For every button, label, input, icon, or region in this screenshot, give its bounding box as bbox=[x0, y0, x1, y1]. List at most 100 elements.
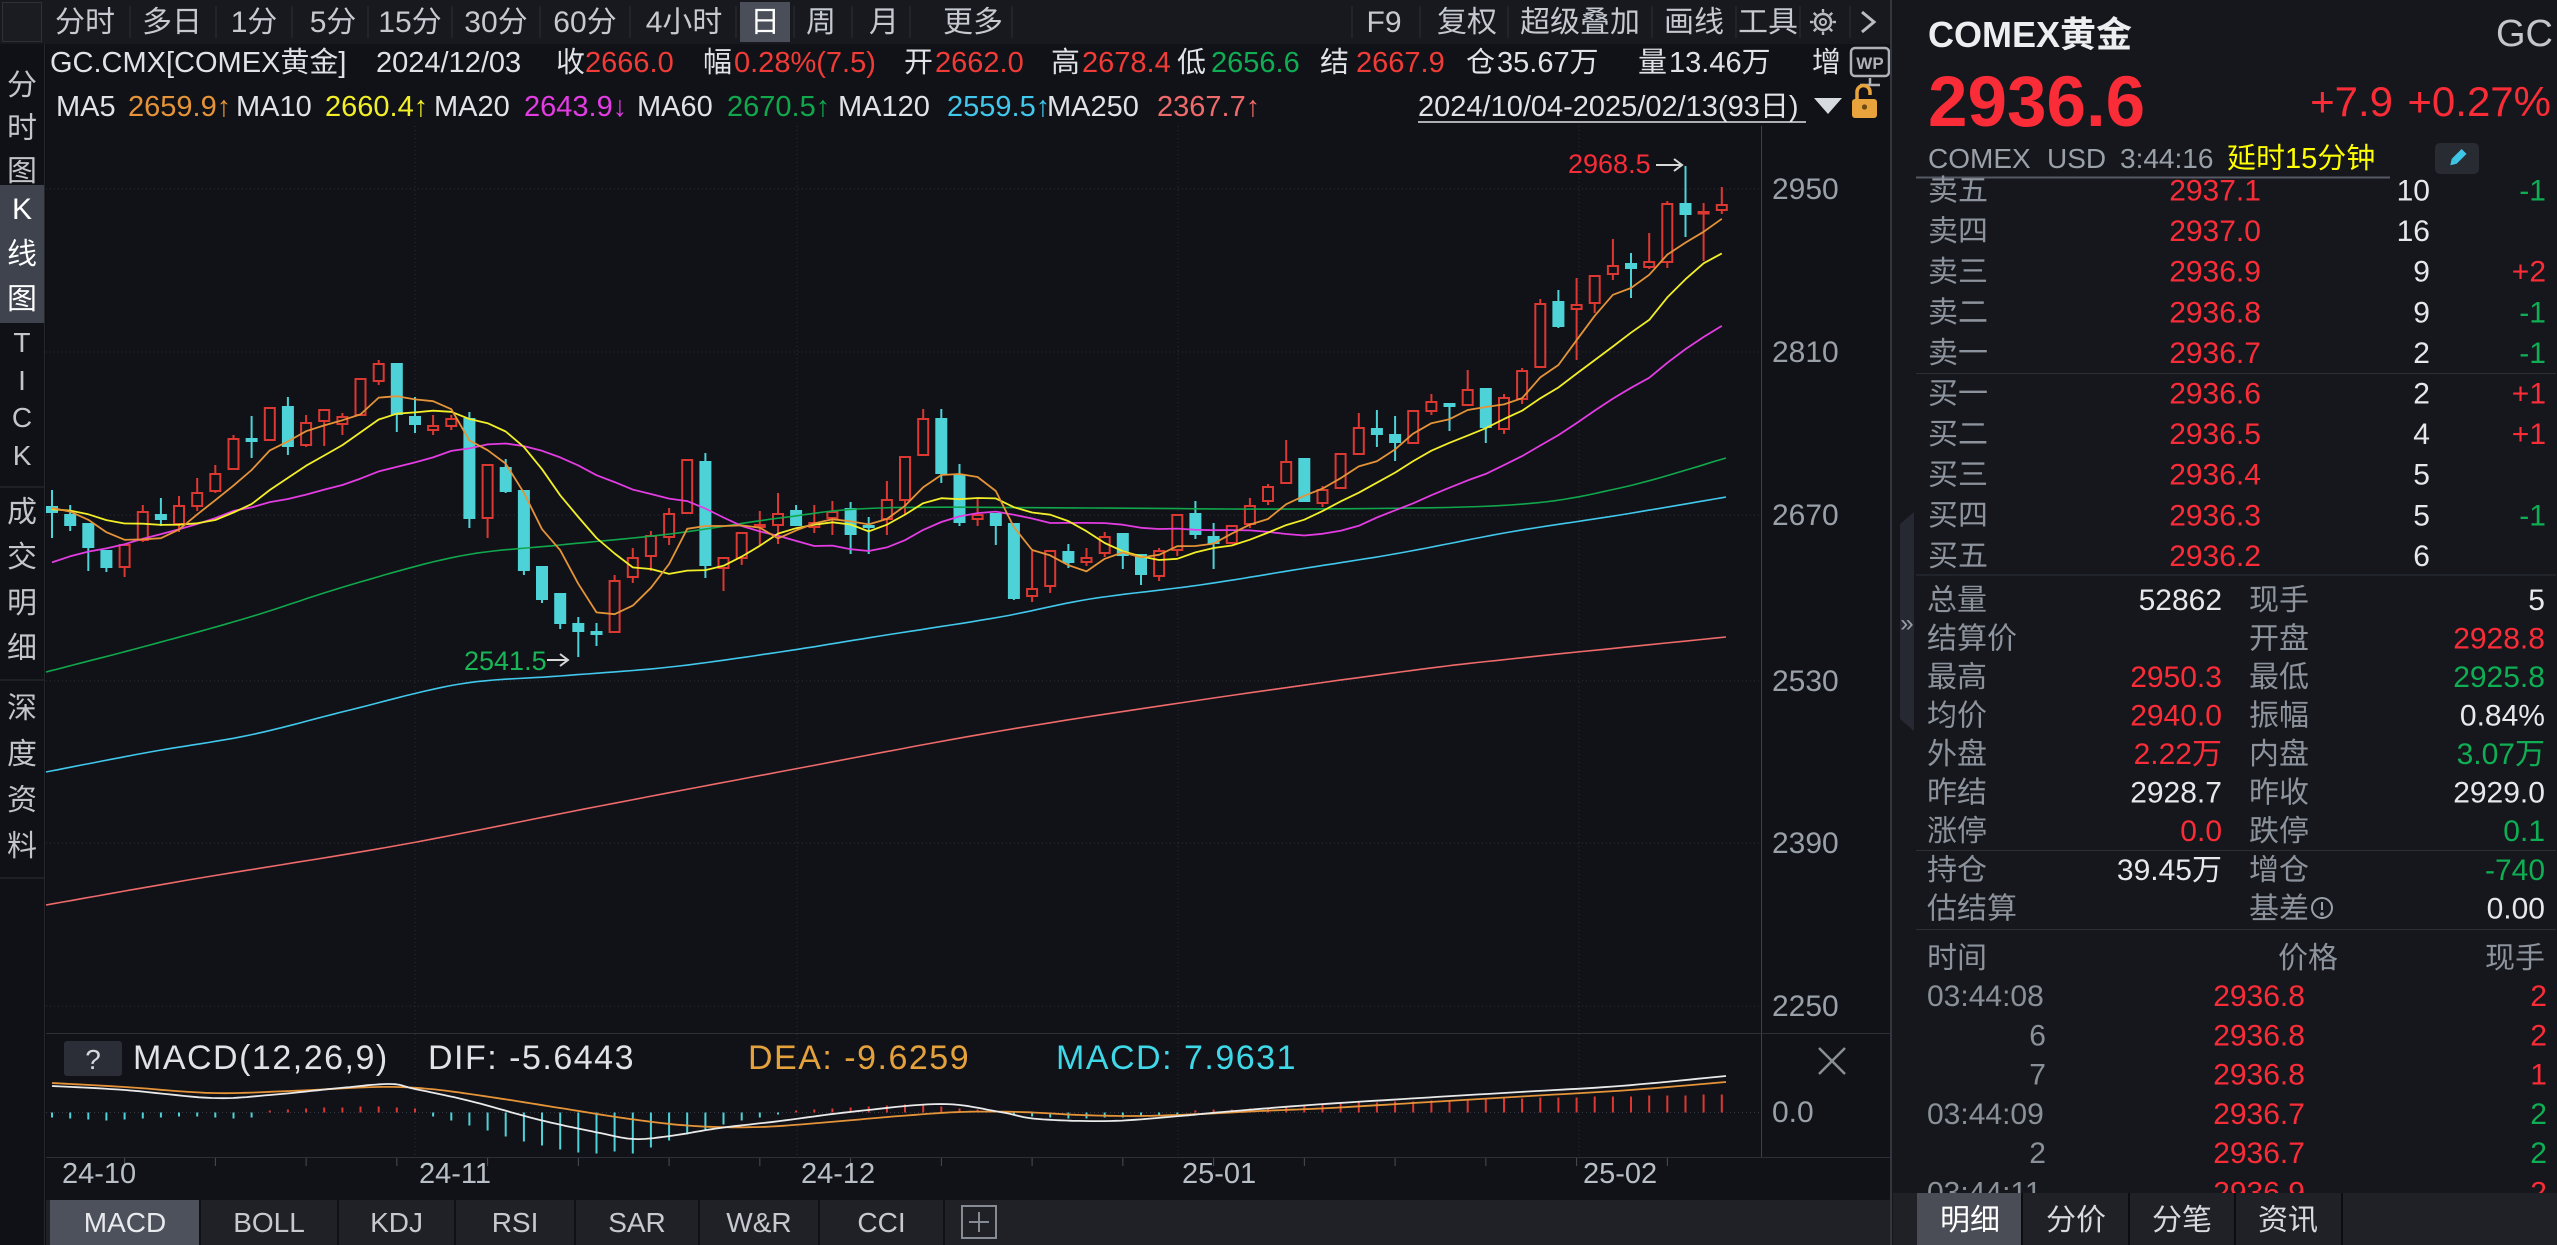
svg-text:+2: +2 bbox=[2512, 256, 2546, 289]
svg-text:2936.4: 2936.4 bbox=[2169, 459, 2261, 492]
svg-text:2: 2 bbox=[2413, 337, 2430, 370]
svg-text:2678.4: 2678.4 bbox=[1082, 47, 1171, 79]
svg-text:2925.8: 2925.8 bbox=[2453, 661, 2545, 694]
svg-text:): ) bbox=[1789, 91, 1799, 123]
svg-text:2667.9: 2667.9 bbox=[1356, 47, 1445, 79]
svg-text:2936.7: 2936.7 bbox=[2213, 1098, 2305, 1131]
svg-text:3:44:16: 3:44:16 bbox=[2120, 143, 2213, 174]
svg-text:GC.CMX[COMEX: GC.CMX[COMEX bbox=[50, 47, 280, 79]
svg-text:T: T bbox=[13, 327, 30, 358]
svg-text:2936.7: 2936.7 bbox=[2213, 1137, 2305, 1170]
svg-text:2659.9↑: 2659.9↑ bbox=[128, 91, 231, 123]
svg-text:4: 4 bbox=[646, 6, 663, 39]
svg-text:?: ? bbox=[85, 1044, 101, 1075]
svg-text:1: 1 bbox=[2530, 1059, 2547, 1092]
svg-text:WP: WP bbox=[1856, 54, 1883, 73]
svg-text:MACD: 7.9631: MACD: 7.9631 bbox=[1056, 1039, 1297, 1077]
svg-text:2936.5: 2936.5 bbox=[2169, 418, 2261, 451]
svg-text:MACD(12,26,9): MACD(12,26,9) bbox=[133, 1039, 389, 1077]
svg-text:5: 5 bbox=[310, 6, 327, 39]
svg-text:2: 2 bbox=[2530, 1098, 2547, 1131]
svg-text:2367.7↑: 2367.7↑ bbox=[1157, 91, 1260, 123]
svg-text:7: 7 bbox=[2029, 1059, 2046, 1092]
svg-text:K: K bbox=[13, 440, 32, 471]
svg-text:DEA: -9.6259: DEA: -9.6259 bbox=[748, 1039, 970, 1077]
svg-text:2: 2 bbox=[2530, 1137, 2547, 1170]
svg-text:2541.5: 2541.5 bbox=[464, 646, 547, 676]
svg-text:30: 30 bbox=[464, 6, 497, 39]
svg-text:COMEX: COMEX bbox=[1928, 143, 2031, 174]
svg-text:MA60: MA60 bbox=[637, 91, 713, 123]
svg-text:2936.6: 2936.6 bbox=[1928, 63, 2145, 142]
svg-text:25-01: 25-01 bbox=[1182, 1158, 1256, 1190]
svg-text:C: C bbox=[12, 402, 32, 433]
svg-text:2936.6: 2936.6 bbox=[2169, 378, 2261, 411]
svg-text:39.45: 39.45 bbox=[2117, 854, 2192, 887]
svg-text:2559.5↑: 2559.5↑ bbox=[947, 91, 1050, 123]
svg-text:5: 5 bbox=[2413, 459, 2430, 492]
svg-text:15: 15 bbox=[378, 6, 411, 39]
svg-text:»: » bbox=[1900, 610, 1913, 637]
svg-text:2936.3: 2936.3 bbox=[2169, 499, 2261, 532]
svg-text:2656.6: 2656.6 bbox=[1211, 47, 1300, 79]
svg-text:52862: 52862 bbox=[2139, 584, 2222, 617]
svg-text:2: 2 bbox=[2413, 378, 2430, 411]
svg-text:+1: +1 bbox=[2512, 418, 2546, 451]
svg-text:+1: +1 bbox=[2512, 378, 2546, 411]
svg-text:MA5: MA5 bbox=[56, 91, 116, 123]
svg-text:2928.7: 2928.7 bbox=[2130, 777, 2222, 810]
svg-text:MA10: MA10 bbox=[236, 91, 312, 123]
svg-text:CCI: CCI bbox=[857, 1207, 905, 1238]
svg-text:0.0: 0.0 bbox=[1772, 1096, 1814, 1129]
svg-text:-1: -1 bbox=[2519, 296, 2546, 329]
svg-text:BOLL: BOLL bbox=[233, 1207, 305, 1238]
svg-text:2390: 2390 bbox=[1772, 827, 1839, 860]
svg-text:24-11: 24-11 bbox=[419, 1158, 491, 1190]
svg-text:2670: 2670 bbox=[1772, 499, 1839, 532]
svg-text:-1: -1 bbox=[2519, 337, 2546, 370]
svg-text:03:44:08: 03:44:08 bbox=[1927, 980, 2044, 1013]
svg-text:W&R: W&R bbox=[726, 1207, 791, 1238]
svg-text:SAR: SAR bbox=[608, 1207, 666, 1238]
svg-text:MA120: MA120 bbox=[838, 91, 930, 123]
svg-text:KDJ: KDJ bbox=[370, 1207, 423, 1238]
svg-text:2643.9↓: 2643.9↓ bbox=[524, 91, 627, 123]
svg-text:5: 5 bbox=[2413, 499, 2430, 532]
svg-text:5: 5 bbox=[2528, 584, 2545, 617]
svg-text:0.84%: 0.84% bbox=[2460, 700, 2545, 733]
svg-text:F9: F9 bbox=[1367, 6, 1402, 39]
svg-text:2250: 2250 bbox=[1772, 990, 1839, 1023]
svg-text:6: 6 bbox=[2413, 540, 2430, 573]
svg-text:2530: 2530 bbox=[1772, 665, 1839, 698]
svg-text:I: I bbox=[18, 365, 26, 396]
svg-text:RSI: RSI bbox=[492, 1207, 539, 1238]
svg-text:K: K bbox=[12, 193, 32, 226]
svg-text:0.28%(7.5): 0.28%(7.5) bbox=[734, 47, 876, 79]
svg-text:2: 2 bbox=[2530, 1019, 2547, 1052]
svg-text:24-10: 24-10 bbox=[62, 1158, 136, 1190]
svg-text:2937.1: 2937.1 bbox=[2169, 175, 2261, 208]
svg-text:2: 2 bbox=[2029, 1137, 2046, 1170]
svg-text:10: 10 bbox=[2397, 175, 2430, 208]
svg-text:15: 15 bbox=[2285, 143, 2317, 175]
svg-text:1: 1 bbox=[231, 6, 248, 39]
svg-text:9: 9 bbox=[2413, 296, 2430, 329]
svg-text:2936.7: 2936.7 bbox=[2169, 337, 2261, 370]
svg-text:2950: 2950 bbox=[1772, 173, 1839, 206]
svg-text:-740: -740 bbox=[2485, 854, 2545, 887]
svg-text:2937.0: 2937.0 bbox=[2169, 215, 2261, 248]
svg-text:0.0: 0.0 bbox=[2180, 815, 2222, 848]
svg-text:2670.5↑: 2670.5↑ bbox=[727, 91, 830, 123]
svg-text:+7.9: +7.9 bbox=[2310, 78, 2393, 125]
svg-text:03:44:09: 03:44:09 bbox=[1927, 1098, 2044, 1131]
svg-text:2928.8: 2928.8 bbox=[2453, 623, 2545, 656]
svg-text:GC: GC bbox=[2496, 13, 2553, 55]
svg-text:2950.3: 2950.3 bbox=[2130, 661, 2222, 694]
svg-text:3.07: 3.07 bbox=[2457, 738, 2515, 771]
svg-text:-1: -1 bbox=[2519, 499, 2546, 532]
svg-text:0.00: 0.00 bbox=[2487, 893, 2545, 926]
svg-text:9: 9 bbox=[2413, 256, 2430, 289]
svg-text:2: 2 bbox=[2530, 980, 2547, 1013]
svg-text:6: 6 bbox=[2029, 1019, 2046, 1052]
svg-text:2929.0: 2929.0 bbox=[2453, 777, 2545, 810]
